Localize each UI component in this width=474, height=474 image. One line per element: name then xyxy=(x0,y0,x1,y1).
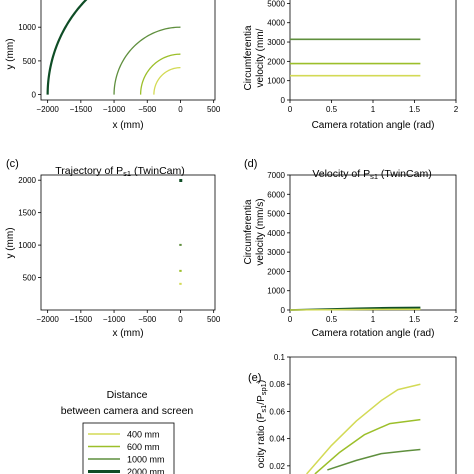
x-tick-label: −1500 xyxy=(70,105,93,114)
x-tick-label: −1000 xyxy=(103,105,126,114)
y-tick-label: 1500 xyxy=(18,209,36,218)
panel-e: 0.02 0.04 0.06 0.08 0.1 (e)ocity ratio (Ps1/P… xyxy=(248,353,457,474)
y-tick-label: 1000 xyxy=(18,241,36,250)
y-tick-label: 0.02 xyxy=(269,462,285,471)
panel-b: 0 0.5 1 1.5 2 0 1000 2000 3000 4000 5000 Camera rot… xyxy=(243,0,459,131)
y-axis-label-line1: Circumferentia xyxy=(243,25,254,90)
y-tick-label: 0.08 xyxy=(269,380,285,389)
x-tick-label: 0 xyxy=(288,105,293,114)
series-line-1000mm xyxy=(327,448,421,471)
y-tick-label: 5000 xyxy=(267,0,285,8)
x-tick-label: −2000 xyxy=(36,315,59,324)
x-tick-label: 500 xyxy=(207,105,221,114)
data-point-400mm xyxy=(179,282,182,285)
legend-box xyxy=(82,422,175,474)
y-tick-label: 1000 xyxy=(18,23,36,32)
series-line-600mm xyxy=(314,418,421,474)
y-axis-label: y (mm) xyxy=(5,227,16,258)
y-tick-label: 0.06 xyxy=(269,407,285,416)
legend-item-label: 1000 mm xyxy=(127,455,165,465)
y-tick-label: 6000 xyxy=(267,190,285,199)
x-tick-label: −2000 xyxy=(36,105,59,114)
legend: Distance between camera and screen 400 mm 6… xyxy=(61,389,194,474)
series-line-2000mm xyxy=(46,0,88,95)
plot-frame-d xyxy=(289,174,457,311)
y-axis-label-line2: velocity (mm/ xyxy=(255,28,266,87)
data-point-600mm xyxy=(179,269,182,272)
series-line-400mm xyxy=(306,383,421,474)
panel-d: 0 0.5 1 1.5 2 0 1000 2000 3000 4000 5000 6000 7000 (d… xyxy=(243,158,459,339)
x-tick-label: 1 xyxy=(371,315,376,324)
chart-title: Trajectory of Ps1 (TwinCam) xyxy=(55,165,184,178)
x-tick-label: 1.5 xyxy=(409,105,421,114)
x-tick-label: −1000 xyxy=(103,315,126,324)
y-tick-label: 4000 xyxy=(267,229,285,238)
panel-label: (c) xyxy=(6,158,19,170)
y-tick-label: 2000 xyxy=(267,267,285,276)
y-tick-label: 2000 xyxy=(267,57,285,66)
y-tick-label: 0.1 xyxy=(274,353,286,362)
y-axis-label: y (mm) xyxy=(5,38,16,69)
plot-frame-b xyxy=(289,0,457,101)
x-axis-label: Camera rotation angle (rad) xyxy=(312,328,435,339)
y-axis-label-line1: Circumferentia xyxy=(243,199,254,264)
panel-a: −2000−1500−1000−5000500050010001500x (mm… xyxy=(5,0,221,131)
x-tick-label: 0.5 xyxy=(326,315,338,324)
legend-item-label: 600 mm xyxy=(127,442,160,452)
panel-label: (d) xyxy=(244,158,257,170)
y-tick-label: 1000 xyxy=(267,77,285,86)
legend-title-line1: Distance xyxy=(107,389,148,401)
plot-frame-c xyxy=(40,174,216,311)
legend-title-line2: between camera and screen xyxy=(61,405,194,417)
y-tick-label: 4000 xyxy=(267,19,285,28)
x-tick-label: 500 xyxy=(207,315,221,324)
data-point-2000mm xyxy=(179,178,183,182)
x-tick-label: 1 xyxy=(371,105,376,114)
series-line-400mm xyxy=(153,66,181,95)
x-tick-label: 0 xyxy=(288,315,293,324)
x-tick-label: 0 xyxy=(178,105,183,114)
x-axis-label: Camera rotation angle (rad) xyxy=(312,120,435,131)
y-axis-label: ocity ratio (Ps1/Psp1) xyxy=(256,380,268,468)
plot-frame-e xyxy=(289,356,457,474)
y-tick-label: 7000 xyxy=(267,171,285,180)
y-tick-label: 3000 xyxy=(267,38,285,47)
y-tick-label: 0 xyxy=(281,306,286,315)
y-tick-label: 1000 xyxy=(267,287,285,296)
x-tick-label: −500 xyxy=(138,315,157,324)
series-line-400mm xyxy=(289,308,421,311)
x-axis-label: x (mm) xyxy=(112,328,143,339)
x-tick-label: 0.5 xyxy=(326,105,338,114)
series-line-1000mm xyxy=(113,26,181,95)
x-tick-label: −1500 xyxy=(70,315,93,324)
data-point-1000mm xyxy=(179,243,182,246)
panel-c: −2000 −1500 −1000 −500 0 500 500 1000 1500 2000 (c… xyxy=(5,158,221,339)
chart-title: Velocity of Ps1 (TwinCam) xyxy=(312,168,431,181)
plot-frame-a xyxy=(40,0,216,101)
y-tick-label: 0 xyxy=(32,91,37,100)
y-axis-label-line2: velocity (mm/s) xyxy=(255,198,266,265)
panel-label: (e) xyxy=(248,372,261,384)
legend-item-label: 400 mm xyxy=(127,430,160,440)
y-tick-label: 0.04 xyxy=(269,435,285,444)
y-tick-label: 2000 xyxy=(18,176,36,185)
y-tick-label: 0 xyxy=(281,96,286,105)
series-line-600mm xyxy=(139,53,181,95)
x-tick-label: 1.5 xyxy=(409,315,421,324)
x-tick-label: −500 xyxy=(138,105,157,114)
legend-item-label: 2000 mm xyxy=(127,467,165,474)
x-tick-label: 2 xyxy=(454,105,459,114)
x-axis-label: x (mm) xyxy=(112,120,143,131)
x-tick-label: 2 xyxy=(454,315,459,324)
y-tick-label: 5000 xyxy=(267,210,285,219)
x-tick-label: 0 xyxy=(178,315,183,324)
y-tick-label: 500 xyxy=(23,57,37,66)
y-tick-label: 500 xyxy=(23,274,37,283)
y-tick-label: 3000 xyxy=(267,248,285,257)
